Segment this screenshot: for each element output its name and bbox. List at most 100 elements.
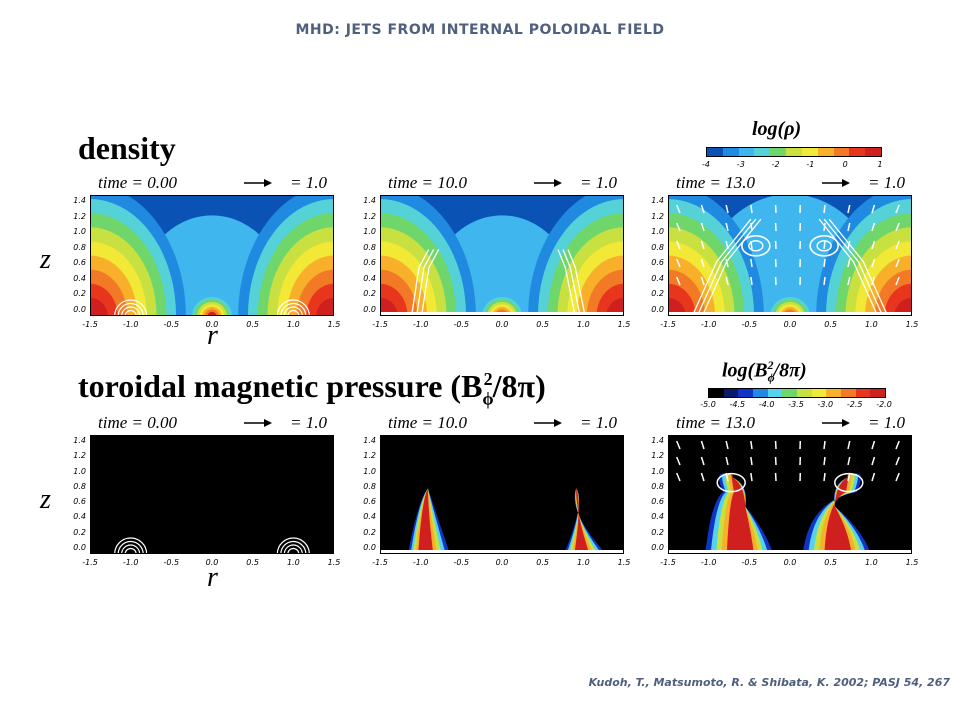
velocity-arrow	[725, 456, 729, 466]
r-tick-label: 0.5	[536, 558, 550, 567]
z-tick-label: 0.8	[651, 481, 664, 491]
z-tick-label: 0.6	[363, 497, 376, 507]
colorbar-swatch	[782, 389, 798, 397]
z-tick-label: 1.0	[363, 466, 376, 476]
plot-frame	[380, 435, 624, 554]
r-tick-label: -0.5	[453, 558, 470, 567]
velocity-arrow	[700, 276, 705, 286]
r-tick-label: -1.0	[122, 558, 139, 567]
panel-time-label: time = 10.0	[388, 173, 467, 192]
left-contour-band-9	[380, 297, 398, 316]
velocity-arrow	[847, 276, 851, 286]
panel-scale-label: = 1.0	[868, 173, 905, 192]
velocity-arrow	[700, 440, 705, 450]
plot-frame	[380, 195, 624, 316]
z-tick-label: 0.2	[363, 289, 376, 299]
velocity-arrow	[750, 204, 753, 214]
velocity-arrow	[750, 440, 753, 450]
colorbar-swatch	[849, 148, 866, 156]
toroidal-colorbar-title-sub: ϕ	[767, 370, 775, 385]
density-contour-plot	[668, 195, 912, 316]
r-tick-label: -0.5	[741, 320, 758, 329]
velocity-arrow	[700, 240, 705, 250]
r-tick-label: -1.0	[412, 320, 429, 329]
r-tick-label: 0.0	[495, 558, 509, 567]
torus-field-loop	[283, 544, 303, 554]
velocity-arrow	[895, 240, 900, 250]
colorbar-swatch	[723, 389, 739, 397]
toroidal-colorbar-strip	[708, 388, 886, 398]
jet-filament	[567, 249, 586, 316]
r-tick-label: 1.5	[905, 320, 919, 329]
left-contour-band-9	[90, 297, 108, 316]
velocity-arrow	[847, 456, 851, 466]
density-colorbar-title: log(ρ)	[752, 118, 802, 140]
colorbar-swatch	[817, 148, 834, 156]
z-tick-label: 1.4	[651, 436, 664, 445]
plot-frame	[668, 435, 912, 554]
density-colorbar-strip	[706, 147, 882, 157]
z-tick-labels: 1.4 1.2 1.0 0.8 0.6 0.4 0.2 0.0	[60, 435, 86, 554]
velocity-arrow	[823, 258, 826, 268]
velocity-arrow	[895, 456, 900, 466]
z-tick-label: 0.8	[73, 242, 86, 252]
disk-surface	[668, 550, 912, 554]
velocity-arrow	[823, 472, 826, 482]
r-tick-label: 1.5	[905, 558, 919, 567]
toroidal-contour-plot	[668, 435, 912, 554]
r-tick-label: 1.0	[576, 558, 590, 567]
z-tick-label: 0.8	[73, 481, 86, 491]
r-tick-label: 0.0	[205, 320, 219, 329]
z-tick-label: 1.0	[73, 227, 86, 237]
r-tick-label: 1.0	[864, 558, 878, 567]
colorbar-tick-label: -4	[702, 160, 710, 169]
plot-background	[668, 435, 912, 554]
z-tick-label: 0.6	[73, 258, 86, 268]
colorbar-swatch	[811, 389, 827, 397]
r-tick-label: 0.5	[824, 558, 838, 567]
z-tick-label: 0.4	[651, 273, 664, 283]
velocity-arrow	[895, 276, 900, 286]
z-tick-labels: 1.4 1.2 1.0 0.8 0.6 0.4 0.2 0.0	[638, 435, 664, 554]
velocity-arrow	[725, 222, 729, 232]
colorbar-swatch	[865, 148, 881, 156]
colorbar-swatch	[722, 148, 739, 156]
velocity-arrow	[750, 472, 753, 482]
panel-scale-label: = 1.0	[868, 413, 905, 432]
toroidal-heading-tail: /8π)	[492, 368, 546, 404]
velocity-arrow	[676, 472, 681, 482]
colorbar-swatch	[841, 389, 856, 397]
right-contour-band-9	[894, 297, 912, 316]
r-tick-label: -1.0	[412, 558, 429, 567]
panel-time-label: time = 10.0	[388, 413, 467, 432]
toroidal-colorbar-title-tail: /8π)	[773, 359, 807, 382]
colorbar-tick-label: 1	[877, 160, 883, 169]
scale-arrow-icon	[822, 179, 850, 187]
velocity-arrow	[676, 204, 681, 214]
colorbar-tick-label: -5.0	[700, 400, 716, 409]
jet-filament	[415, 249, 435, 316]
z-tick-label: 0.0	[651, 305, 664, 314]
colorbar-swatch	[754, 148, 771, 156]
velocity-arrow	[895, 472, 900, 482]
colorbar-tick-label: 0	[842, 160, 848, 169]
r-tick-label: 0.5	[536, 320, 550, 329]
r-tick-label: -1.0	[700, 558, 717, 567]
velocity-arrow	[725, 258, 729, 268]
velocity-arrow	[895, 440, 900, 450]
jet-pressure-band	[824, 473, 852, 554]
r-tick-labels: -1.5 -1.0 -0.5 0.0 0.5 1.0 1.5	[372, 558, 630, 570]
torus-field-loop	[124, 309, 137, 316]
r-tick-label: 0.5	[246, 558, 260, 567]
colorbar-swatch	[707, 148, 723, 156]
z-tick-label: 1.4	[73, 436, 86, 445]
disk-surface	[668, 312, 912, 316]
z-tick-label: 1.4	[651, 196, 664, 205]
velocity-arrow	[750, 240, 753, 250]
panel-scale-label: = 1.0	[290, 413, 327, 432]
density-heading: density	[78, 130, 176, 166]
z-tick-label: 0.6	[651, 258, 664, 268]
vortex-loop	[741, 235, 771, 257]
vortex-loop	[816, 240, 832, 252]
velocity-arrow	[676, 240, 681, 250]
